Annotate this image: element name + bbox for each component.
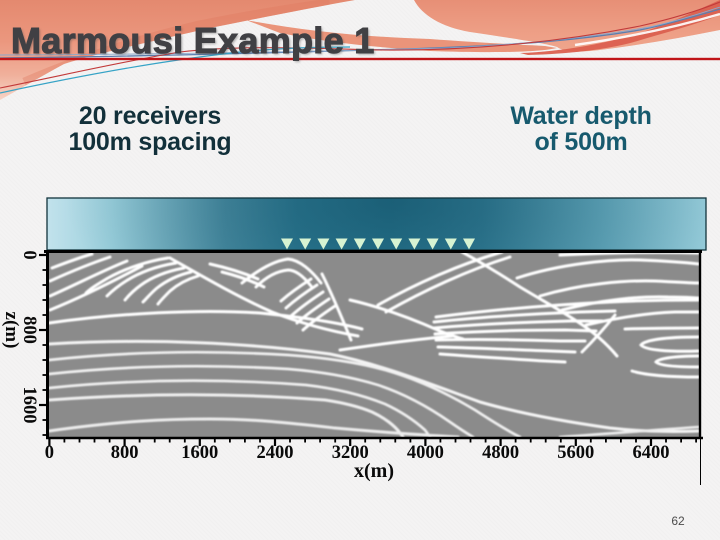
svg-text:3200: 3200 xyxy=(332,443,369,463)
svg-text:z(m): z(m) xyxy=(1,312,22,349)
svg-text:6400: 6400 xyxy=(633,443,670,463)
svg-text:4800: 4800 xyxy=(482,443,519,463)
svg-text:0: 0 xyxy=(45,443,54,463)
svg-text:0: 0 xyxy=(19,250,39,259)
svg-text:1600: 1600 xyxy=(19,387,39,424)
svg-text:4000: 4000 xyxy=(407,443,444,463)
svg-text:800: 800 xyxy=(19,316,39,344)
svg-text:800: 800 xyxy=(111,443,139,463)
svg-text:5600: 5600 xyxy=(557,443,594,463)
svg-text:1600: 1600 xyxy=(181,443,218,463)
svg-text:x(m): x(m) xyxy=(354,460,394,482)
svg-text:2400: 2400 xyxy=(257,443,294,463)
